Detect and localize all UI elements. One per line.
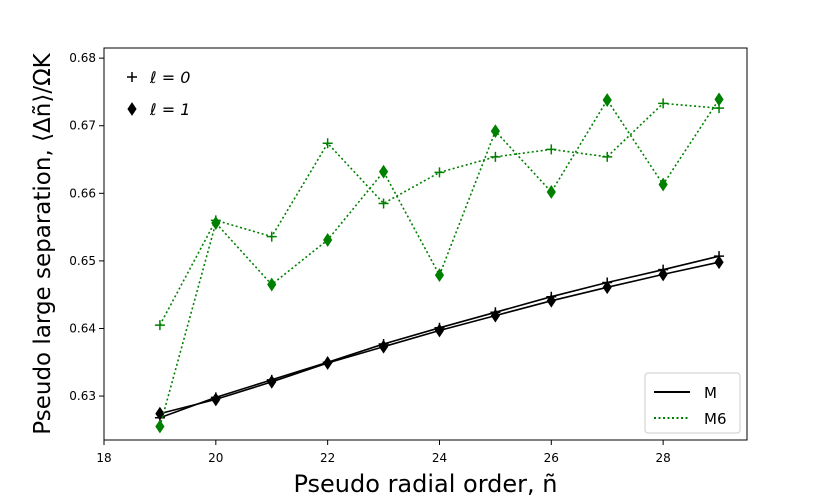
data-point-diamond [658,267,668,282]
series-m6-degree-1 [155,92,724,434]
legend-marker-diamond [127,102,137,116]
y-tick-label: 0.67 [69,119,96,133]
data-point-diamond [434,268,445,282]
data-point-plus [490,151,501,162]
data-point-plus [602,151,613,162]
y-tick-label: 0.68 [69,51,96,65]
plot-frame [103,47,748,441]
data-point-diamond [658,177,668,192]
x-tick-label: 26 [544,451,559,465]
legend-entry-label: ℓ = 0 [149,68,190,87]
y-axis-ticks: 0.63 0.64 0.65 0.66 0.67 0.68 [69,51,104,403]
line-legend: M M6 [644,372,741,434]
y-tick-label: 0.63 [69,389,96,403]
y-tick-label: 0.65 [69,254,96,268]
legend-marker-plus [127,72,137,82]
data-point-plus [322,138,333,149]
x-tick-label: 28 [655,451,670,465]
x-tick-label: 24 [432,451,447,465]
data-point-diamond [546,185,556,199]
data-point-diamond [378,164,389,179]
data-point-diamond [267,277,277,292]
data-point-diamond [714,92,724,107]
data-point-diamond [602,93,612,107]
data-point-plus [658,98,669,109]
data-point-diamond [714,255,724,270]
x-axis-ticks: 18 20 22 24 26 28 [96,440,671,465]
data-point-diamond [546,293,556,308]
legend-entry-label: ℓ = 1 [149,100,190,119]
data-point-plus [266,231,277,242]
data-point-diamond [155,419,165,434]
data-point-diamond [323,356,333,370]
data-point-diamond [602,280,612,295]
data-point-diamond [323,233,333,247]
marker-legend: ℓ = 0 ℓ = 1 [127,68,190,119]
series-m6-degree-0 [154,98,725,331]
x-axis-label: Pseudo radial order, ñ [293,470,557,498]
data-point-plus [154,320,165,331]
x-tick-label: 18 [96,451,111,465]
legend-line-label: M [704,384,717,402]
y-axis-label: Pseudo large separation, ⟨Δñ⟩/ΩK [30,52,56,434]
data-point-plus [378,198,389,209]
data-point-plus [546,144,557,155]
series-m-degree-1 [155,255,724,421]
data-point-diamond [490,308,500,323]
data-point-diamond [211,392,221,407]
series-line [159,102,720,326]
x-tick-label: 20 [208,451,223,465]
legend-line-label: M6 [704,410,727,428]
y-tick-label: 0.66 [69,186,96,200]
y-tick-label: 0.64 [69,321,96,335]
data-point-diamond [267,374,277,389]
data-point-diamond [434,323,445,338]
data-point-diamond [490,124,500,139]
x-tick-label: 22 [320,451,335,465]
data-point-plus [434,167,445,178]
series-layer [154,92,725,434]
data-point-diamond [378,339,389,354]
data-point-diamond [211,216,221,230]
